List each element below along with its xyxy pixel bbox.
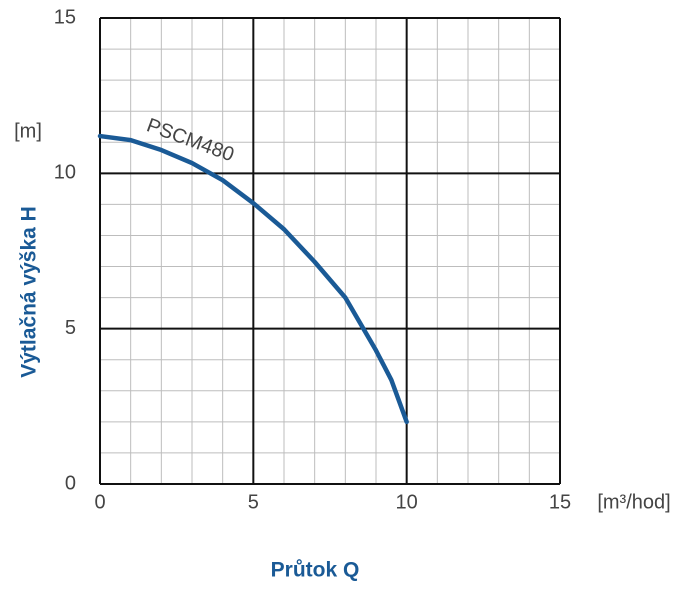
y-unit: [m] <box>14 120 42 142</box>
x-tick-label: 10 <box>396 491 418 513</box>
x-tick-label: 0 <box>94 491 105 513</box>
x-tick-label: 15 <box>549 491 571 513</box>
curve <box>97 133 409 425</box>
x-unit: [m³/hod] <box>597 491 670 513</box>
y-axis-title: Výtlačná výška H <box>18 206 41 378</box>
y-tick-label: 15 <box>54 6 76 28</box>
x-tick-label: 5 <box>248 491 259 513</box>
x-axis-title: Průtok Q <box>271 559 360 582</box>
y-tick-label: 10 <box>54 162 76 184</box>
y-tick-label: 5 <box>65 317 76 339</box>
y-tick-label: 0 <box>65 472 76 494</box>
